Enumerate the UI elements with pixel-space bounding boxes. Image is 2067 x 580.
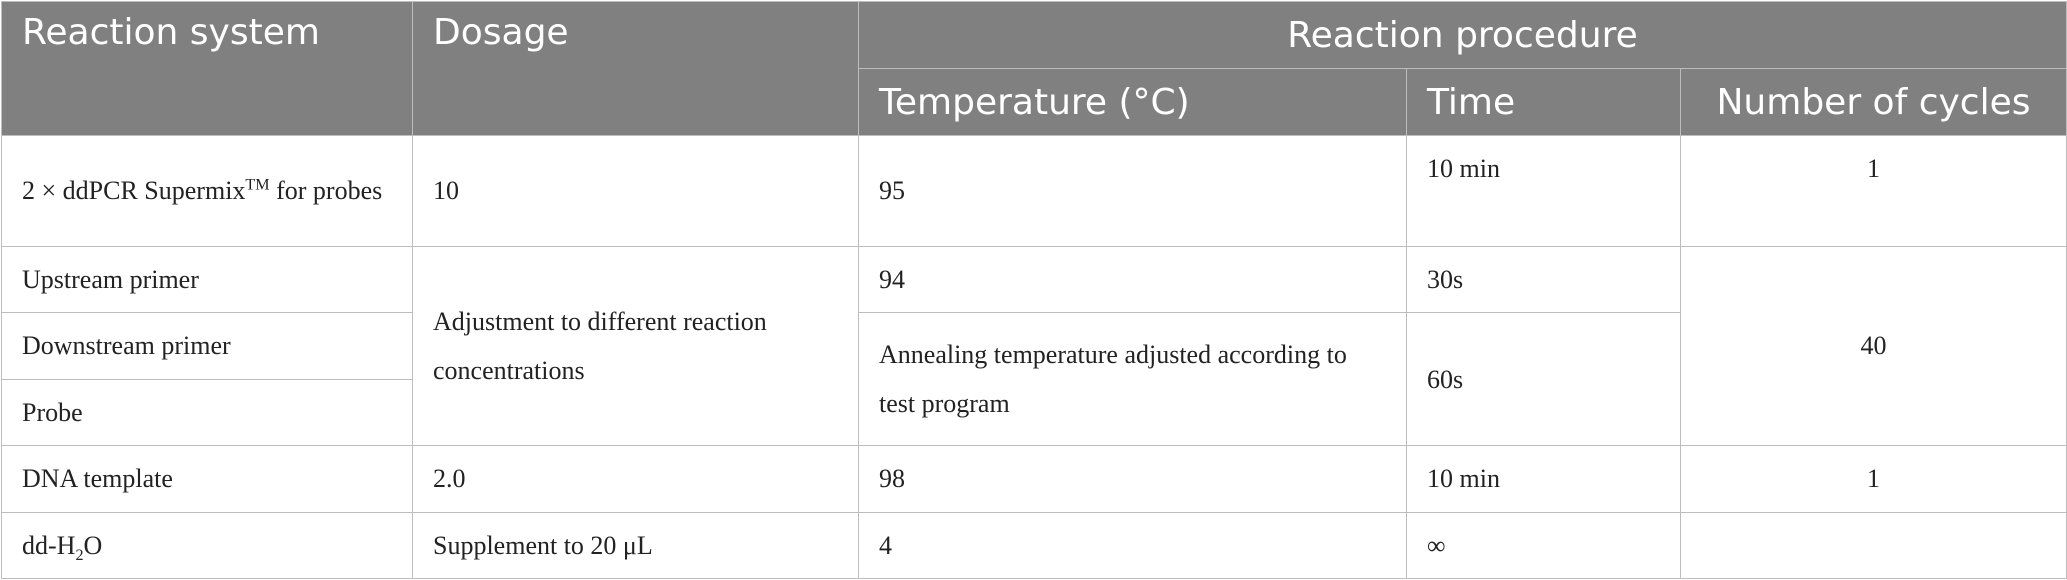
- cell-temperature: Annealing temperature adjusted according…: [858, 312, 1407, 447]
- water-subscript: 2: [75, 546, 84, 564]
- header-cycles: Number of cycles: [1679, 68, 2067, 136]
- cell-reaction-system: 2 × ddPCR SupermixTM for probes: [1, 135, 413, 247]
- cell-dosage: 10: [412, 135, 859, 247]
- cell-dosage-group: Adjustment to different reaction concent…: [412, 245, 859, 447]
- cell-reaction-system: Downstream primer: [1, 312, 413, 380]
- supermix-text-suffix: for probes: [269, 176, 383, 206]
- cell-temperature: 95: [858, 135, 1407, 247]
- trademark-superscript: TM: [245, 176, 270, 194]
- cell-cycles-group: 40: [1679, 245, 2067, 447]
- supermix-text: 2 × ddPCR Supermix: [22, 176, 246, 206]
- cell-dosage: Supplement to 20 μL: [412, 511, 859, 579]
- cell-reaction-system: DNA template: [1, 445, 413, 513]
- water-text: dd-H: [22, 530, 76, 560]
- table-row: Downstream primer Annealing temperature …: [1, 312, 2067, 447]
- cell-cycles: 1: [1679, 135, 2067, 247]
- header-reaction-system: Reaction system: [1, 1, 413, 136]
- cell-cycles: [1679, 511, 2067, 579]
- cell-cycles: 1: [1679, 445, 2067, 513]
- cell-dosage: 2.0: [412, 445, 859, 513]
- table-row: Upstream primer Adjustment to different …: [1, 245, 2067, 447]
- water-text-suffix: O: [83, 530, 103, 560]
- cell-time: 30s: [1406, 245, 1681, 314]
- header-row-2: Temperature (°C) Time Number of cycles: [2, 68, 2067, 136]
- header-temperature: Temperature (°C): [858, 68, 1407, 136]
- table-row: dd-H2O Supplement to 20 μL 4 ∞: [1, 511, 2067, 579]
- header-reaction-procedure: Reaction procedure: [857, 1, 2067, 69]
- cell-temperature: 98: [858, 445, 1407, 513]
- header-time: Time: [1406, 68, 1681, 136]
- cell-temperature: 4: [858, 511, 1407, 579]
- table-row: 2 × ddPCR SupermixTM for probes 10 95 10…: [1, 135, 2067, 247]
- table-row: Probe: [1, 378, 2067, 447]
- cell-reaction-system: Upstream primer: [1, 245, 413, 314]
- cell-reaction-system: Probe: [1, 378, 413, 447]
- table-row: DNA template 2.0 98 10 min 1: [1, 445, 2067, 513]
- cell-reaction-system: dd-H2O: [1, 511, 413, 579]
- cell-time: ∞: [1406, 511, 1681, 579]
- cell-time: 10 min: [1406, 135, 1681, 247]
- header-row-1: Reaction system Dosage Reaction procedur…: [1, 1, 2067, 136]
- cell-temperature: 94: [858, 245, 1407, 314]
- cell-time: 60s: [1406, 312, 1681, 447]
- header-dosage: Dosage: [412, 1, 859, 136]
- cell-time: 10 min: [1406, 445, 1681, 513]
